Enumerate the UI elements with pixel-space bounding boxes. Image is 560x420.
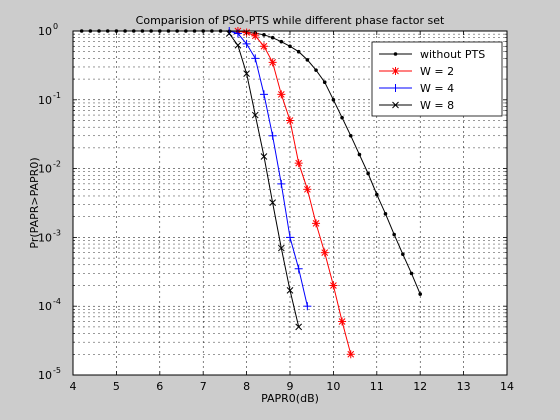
data-point xyxy=(260,153,268,160)
data-point xyxy=(251,111,259,119)
legend-entry: without PTS xyxy=(379,48,485,61)
data-point xyxy=(277,244,285,252)
data-point xyxy=(259,90,268,99)
data-point xyxy=(303,302,312,311)
x-tick-label: 10 xyxy=(326,380,340,393)
data-point xyxy=(303,185,312,194)
data-point xyxy=(243,70,250,77)
series-layer xyxy=(79,27,423,359)
series-line xyxy=(229,30,308,307)
y-tick-exponent: -2 xyxy=(53,160,61,169)
series-w-2 xyxy=(233,27,355,359)
y-tick-exponent: -5 xyxy=(53,366,61,375)
data-point xyxy=(259,42,268,51)
y-axis-label: Pr(PAPR>PAPR0) xyxy=(28,157,41,248)
data-point xyxy=(314,68,318,72)
y-tick-exponent: 0 xyxy=(53,22,58,31)
y-tick-label: 10 xyxy=(38,369,52,382)
x-tick-label: 4 xyxy=(70,380,77,393)
legend-label: W = 8 xyxy=(420,99,454,112)
data-point xyxy=(366,171,370,176)
data-point xyxy=(268,58,277,67)
data-point xyxy=(234,41,242,49)
y-tick-label: 10 xyxy=(38,163,52,176)
y-tick-label: 10 xyxy=(38,231,52,244)
data-point xyxy=(277,90,286,99)
data-point xyxy=(418,292,423,296)
legend-entry: W = 4 xyxy=(379,82,454,95)
y-tick-exponent: -4 xyxy=(53,297,61,306)
data-point xyxy=(383,212,388,216)
data-point xyxy=(348,133,353,138)
data-point xyxy=(331,98,336,102)
data-point xyxy=(375,192,379,197)
x-tick-label: 8 xyxy=(243,380,250,393)
data-point xyxy=(312,219,321,228)
data-point xyxy=(357,152,362,157)
y-tick-label: 10 xyxy=(38,25,52,38)
x-tick-label: 5 xyxy=(113,380,120,393)
data-point xyxy=(294,264,303,273)
data-point xyxy=(340,115,344,120)
legend-entry: W = 8 xyxy=(379,99,454,112)
y-tick-label: 10 xyxy=(38,94,52,107)
data-point xyxy=(251,31,260,40)
y-tick-exponent: -3 xyxy=(53,228,61,237)
x-tick-label: 6 xyxy=(156,380,163,393)
legend-entry: W = 2 xyxy=(379,65,454,78)
x-tick-label: 7 xyxy=(200,380,207,393)
y-tick-exponent: -1 xyxy=(53,91,61,100)
legend-label: W = 4 xyxy=(420,82,454,95)
legend-label: without PTS xyxy=(420,48,485,61)
data-point xyxy=(338,317,347,326)
x-tick-label: 14 xyxy=(500,380,514,393)
chart-title: Comparision of PSO-PTS while different p… xyxy=(136,14,445,27)
x-tick-label: 13 xyxy=(457,380,471,393)
legend-marker xyxy=(393,52,398,56)
legend: without PTS W = 2 W = 4 W = 8 xyxy=(371,41,503,117)
data-point xyxy=(305,58,310,62)
data-point xyxy=(262,33,266,37)
data-point xyxy=(242,39,251,48)
data-point xyxy=(251,54,260,63)
x-tick-label: 9 xyxy=(287,380,294,393)
data-point xyxy=(286,116,294,125)
data-point xyxy=(320,248,329,257)
data-point xyxy=(269,199,276,206)
x-tick-label: 12 xyxy=(413,380,427,393)
data-point xyxy=(294,159,303,168)
data-point xyxy=(295,323,303,331)
data-point xyxy=(329,281,338,290)
data-point xyxy=(286,286,294,294)
data-point xyxy=(286,233,294,242)
legend-marker xyxy=(391,84,400,92)
x-tick-label: 11 xyxy=(370,380,384,393)
data-point xyxy=(296,49,301,54)
data-point xyxy=(270,35,275,40)
legend-label: W = 2 xyxy=(420,65,454,78)
legend-marker xyxy=(391,67,400,75)
data-point xyxy=(346,350,355,359)
legend-marker xyxy=(392,101,399,109)
x-axis-label: PAPR0(dB) xyxy=(261,392,319,405)
data-point xyxy=(288,44,292,49)
data-point xyxy=(279,39,284,44)
data-point xyxy=(401,252,405,256)
data-point xyxy=(322,80,327,85)
y-tick-label: 10 xyxy=(38,300,52,313)
data-point xyxy=(409,271,414,276)
data-point xyxy=(277,179,286,188)
data-point xyxy=(268,131,277,140)
series-w-4 xyxy=(225,27,312,311)
data-point xyxy=(392,232,396,237)
